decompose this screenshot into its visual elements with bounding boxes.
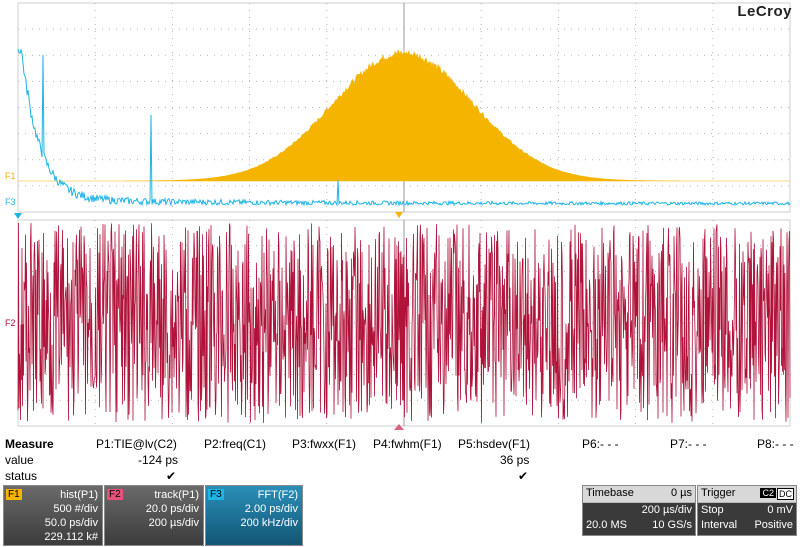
trigger-level: 0 mV <box>767 504 793 516</box>
f1-function: hist(P1) <box>60 489 98 501</box>
f1-histogram-trace <box>18 49 790 182</box>
f1-marker-icon <box>395 212 403 218</box>
f1-horizontal-scale: 50.0 ps/div <box>44 517 98 529</box>
param-p5-name[interactable]: P5:hsdev(F1) <box>458 437 531 451</box>
f3-horizontal-scale: 200 kHz/div <box>240 517 298 529</box>
f2-trace-label: F2 <box>5 318 16 328</box>
f3-trace-label: F3 <box>5 197 16 207</box>
f3-marker-icon <box>14 213 22 219</box>
f3-tag: F3 <box>208 489 224 500</box>
f1-trace-descriptor[interactable]: F1 hist(P1) 500 #/div 50.0 ps/div 229.11… <box>3 485 103 546</box>
trigger-panel[interactable]: Trigger C2 DC Stop 0 mV Interval Positiv… <box>697 485 797 536</box>
param-p6-name[interactable]: P6:- - - <box>582 437 619 451</box>
f3-fft-trace <box>17 47 791 207</box>
f1-trace-label: F1 <box>5 171 16 181</box>
f2-tag: F2 <box>107 489 123 500</box>
f2-vertical-scale: 20.0 ps/div <box>145 503 199 515</box>
f1-tag: F1 <box>6 489 22 500</box>
f1-count: 229.112 k# <box>44 531 98 543</box>
f3-trace-descriptor[interactable]: F3 FFT(F2) 2.00 ps/div 200 kHz/div <box>205 485 303 546</box>
trigger-slope: Positive <box>754 519 793 531</box>
f3-vertical-scale: 2.00 ps/div <box>244 503 298 515</box>
waveform-grid <box>14 2 791 430</box>
trigger-coupling: DC <box>777 488 794 500</box>
param-p1-value: -124 ps <box>138 453 179 467</box>
f2-track-trace <box>17 222 791 423</box>
lecroy-logo: LeCroy <box>737 3 792 20</box>
param-p5-value: 36 ps <box>500 453 530 467</box>
param-p5-status-check-icon: ✔ <box>518 469 529 483</box>
param-p8-name[interactable]: P8:- - - <box>757 437 794 451</box>
timebase-samples: 20.0 MS <box>586 519 627 531</box>
trigger-mode: Stop <box>701 504 724 516</box>
f1-vertical-scale: 500 #/div <box>53 503 98 515</box>
status-row-label: status <box>5 469 38 483</box>
timebase-delay: 0 µs <box>670 487 692 499</box>
param-p3-name[interactable]: P3:fwxx(F1) <box>292 437 357 451</box>
trigger-marker-icon <box>394 424 404 430</box>
f3-function: FFT(F2) <box>257 489 298 501</box>
f2-function: track(P1) <box>154 489 199 501</box>
timebase-rate: 10 GS/s <box>652 519 692 531</box>
measure-title[interactable]: Measure <box>5 437 54 451</box>
measure-table: Measure P1:TIE@lv(C2) P2:freq(C1) P3:fwx… <box>0 432 800 484</box>
param-p4-name[interactable]: P4:fwhm(F1) <box>373 437 442 451</box>
param-p7-name[interactable]: P7:- - - <box>670 437 707 451</box>
f2-trace-descriptor[interactable]: F2 track(P1) 20.0 ps/div 200 µs/div <box>104 485 204 546</box>
param-p1-status-check-icon: ✔ <box>166 469 177 483</box>
waveform-display[interactable]: LeCroy F1 F3 F2 <box>0 0 800 432</box>
value-row-label: value <box>5 453 34 467</box>
trigger-source: C2 <box>760 488 776 498</box>
trigger-label: Trigger <box>701 487 736 499</box>
trigger-type: Interval <box>701 519 738 531</box>
param-p2-name[interactable]: P2:freq(C1) <box>204 437 267 451</box>
param-p1-name[interactable]: P1:TIE@lv(C2) <box>96 437 177 451</box>
f2-horizontal-scale: 200 µs/div <box>148 517 199 529</box>
timebase-label: Timebase <box>586 487 634 499</box>
timebase-panel[interactable]: Timebase 0 µs 200 µs/div 20.0 MS 10 GS/s <box>582 485 696 536</box>
timebase-per-div: 200 µs/div <box>641 504 692 516</box>
